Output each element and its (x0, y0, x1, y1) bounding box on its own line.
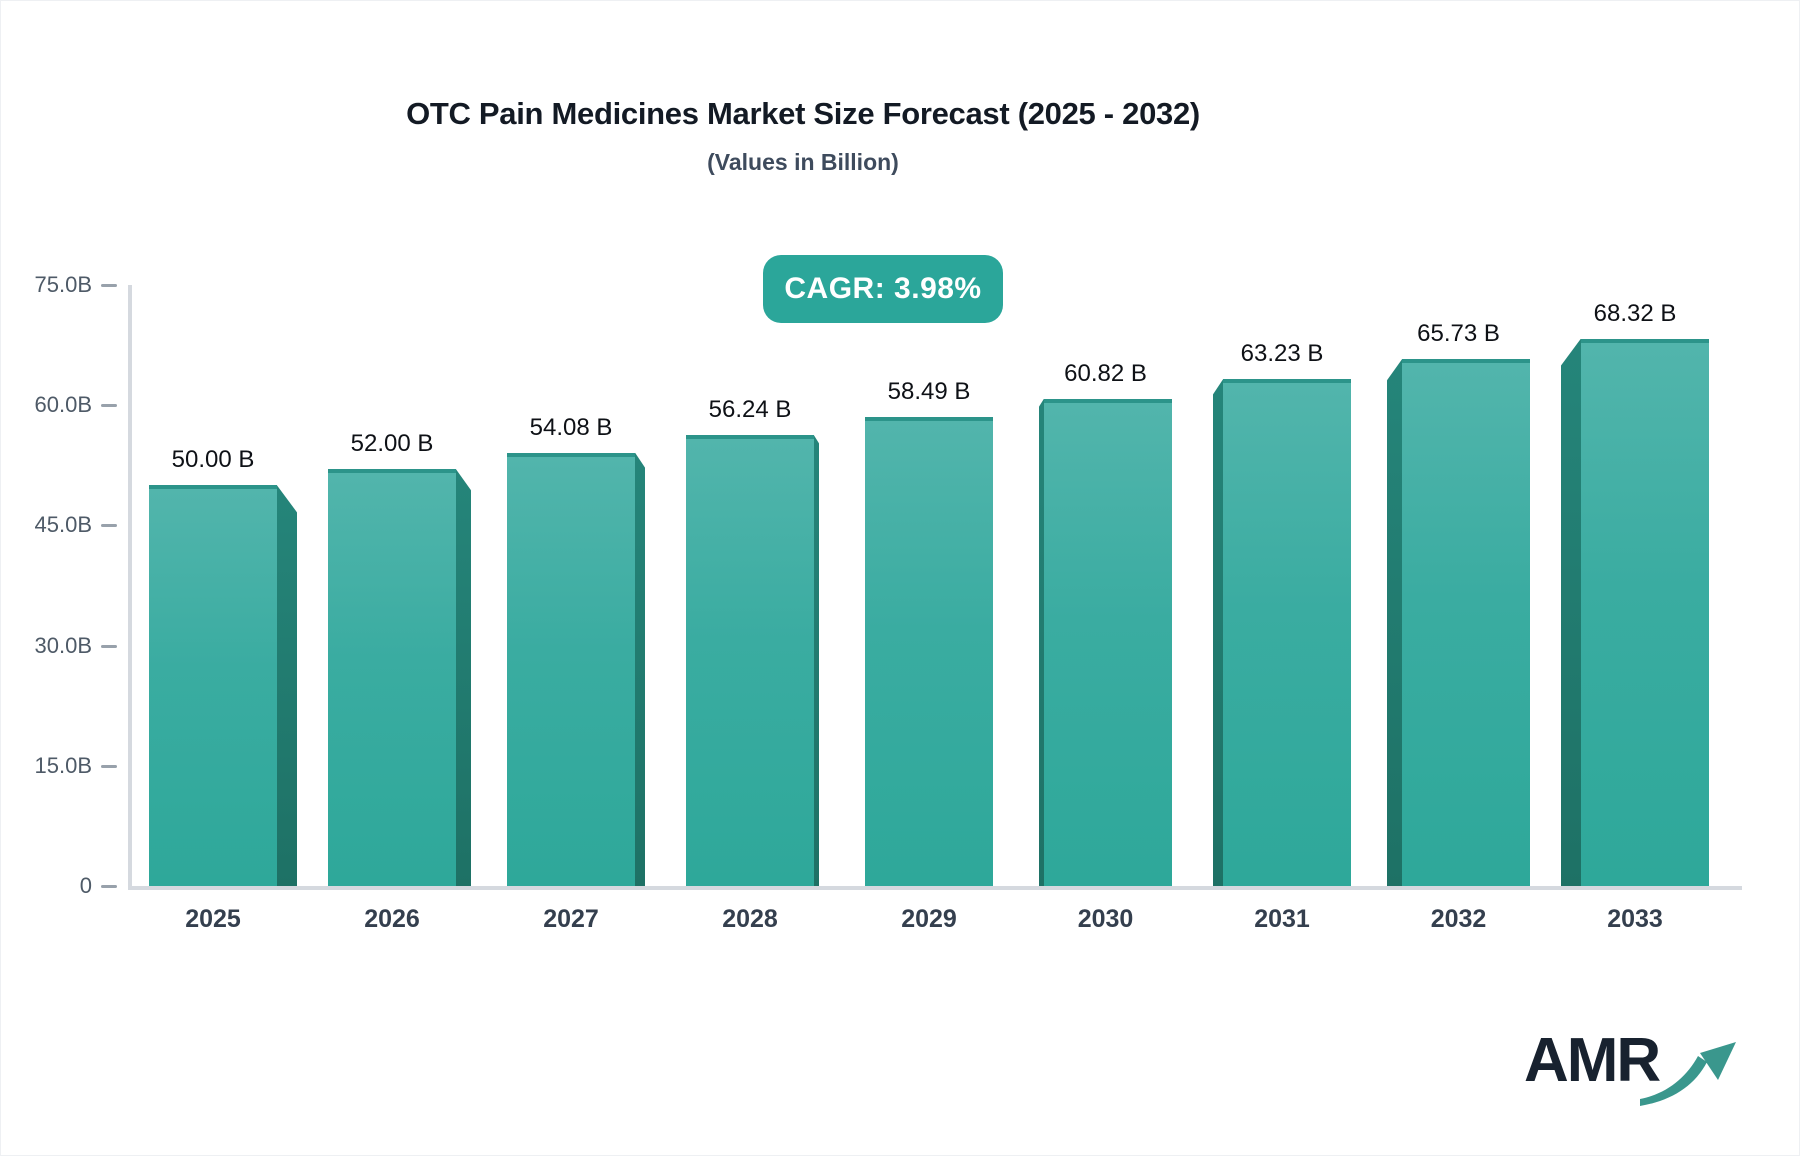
x-axis-label-2028: 2028 (722, 905, 778, 933)
y-tick-label-60.0B: 60.0B (34, 392, 93, 418)
y-tick-mark (101, 644, 117, 648)
bar-3d-side (814, 435, 819, 886)
bar-2030[interactable] (1039, 398, 1172, 886)
bar-face (686, 435, 814, 886)
bar-value-label-2028: 56.24 B (708, 396, 792, 424)
bar-value-label-2026: 52.00 B (350, 430, 434, 458)
bar-3d-side (1039, 398, 1044, 886)
bar-3d-side (456, 469, 471, 886)
cagr-badge-label: CAGR: 3.98% (784, 272, 982, 305)
bar-2025[interactable] (149, 485, 297, 886)
y-tick-mark (101, 885, 117, 888)
x-axis-label-2025: 2025 (185, 905, 241, 933)
amr-logo: AMR (1524, 1022, 1736, 1114)
y-tick-mark (101, 524, 117, 528)
amr-logo-text: AMR (1524, 1026, 1661, 1095)
growth-arrow-icon (1640, 1042, 1736, 1106)
x-axis-line (128, 886, 1742, 890)
x-axis-label-2030: 2030 (1077, 905, 1134, 933)
bar-value-label-2025: 50.00 B (171, 446, 255, 474)
bar-value-label-2031: 63.23 B (1240, 340, 1324, 368)
bar-3d-side (635, 452, 645, 886)
x-axis-label-2031: 2031 (1254, 905, 1310, 933)
bar-3d-side (277, 485, 297, 886)
bar-value-label-2029: 58.49 B (887, 378, 971, 406)
x-axis-label-2026: 2026 (364, 905, 420, 933)
bar-2028[interactable] (686, 435, 819, 886)
x-axis-label-2029: 2029 (901, 905, 957, 933)
bar-2029[interactable] (865, 417, 993, 886)
chart-title: OTC Pain Medicines Market Size Forecast … (406, 96, 1200, 131)
bar-face (328, 469, 456, 886)
y-tick-label-75.0B: 75.0B (34, 272, 93, 297)
x-axis-label-2032: 2032 (1430, 905, 1487, 933)
bar-face (865, 417, 993, 886)
chart-subtitle: (Values in Billion) (707, 149, 899, 175)
bar-face (1402, 359, 1530, 886)
y-tick-label-0: 0 (79, 873, 92, 898)
bar-3d-side (1387, 359, 1402, 886)
bar-value-label-2033: 68.32 B (1593, 299, 1677, 327)
bar-2032[interactable] (1387, 359, 1530, 886)
bar-value-label-2032: 65.73 B (1417, 320, 1500, 348)
bar-2031[interactable] (1213, 379, 1351, 886)
bar-face (1581, 338, 1709, 886)
y-tick-label-30.0B: 30.0B (34, 632, 93, 658)
y-tick-label-15.0B: 15.0B (34, 752, 93, 778)
bar-3d-side (1561, 338, 1581, 886)
bar-2033[interactable] (1561, 338, 1709, 886)
bar-2027[interactable] (507, 452, 645, 886)
bar-face (149, 485, 277, 886)
y-tick-mark (101, 764, 117, 768)
bar-2026[interactable] (328, 469, 471, 886)
y-axis-line (128, 285, 132, 890)
bar-3d-side (1213, 379, 1223, 886)
cagr-badge: CAGR: 3.98% (763, 255, 1003, 323)
x-axis-label-2027: 2027 (543, 905, 599, 933)
bar-value-label-2030: 60.82 B (1064, 359, 1147, 387)
bar-face (1044, 398, 1172, 886)
x-axis-label-2033: 2033 (1607, 905, 1663, 933)
bar-face (507, 452, 635, 886)
y-tick-mark (101, 404, 117, 408)
y-tick-mark (101, 284, 117, 287)
y-tick-label-45.0B: 45.0B (34, 512, 93, 538)
bar-value-label-2027: 54.08 B (529, 413, 613, 441)
bar-face (1223, 379, 1351, 886)
